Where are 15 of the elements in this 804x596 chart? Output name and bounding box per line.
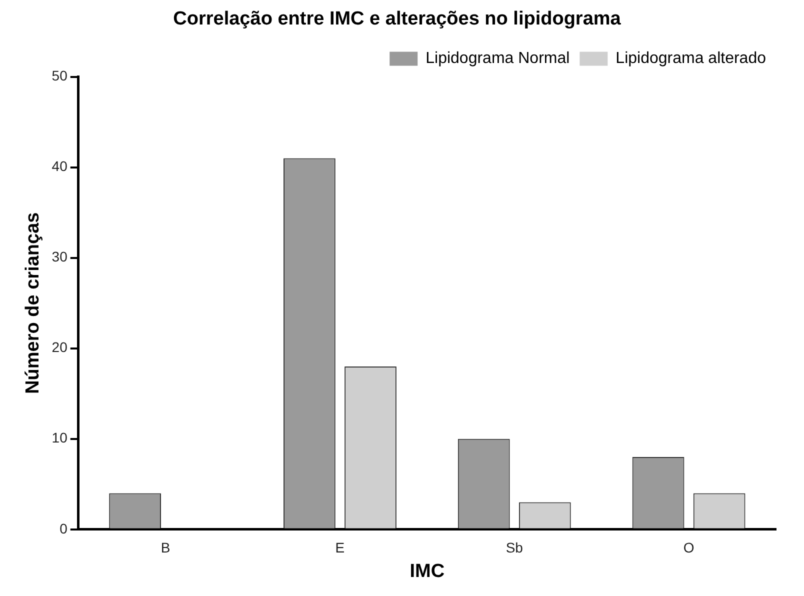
y-tick-label: 0	[60, 520, 68, 536]
x-tick-label: B	[160, 540, 170, 556]
chart-title: Correlação entre IMC e alterações no lipidograma	[173, 8, 622, 30]
legend-label: Lipidograma alterado	[616, 50, 766, 68]
y-tick-label: 20	[52, 339, 68, 356]
legend-label: Lipidograma Normal	[426, 50, 570, 68]
x-tick-label: Sb	[506, 540, 524, 556]
y-tick-label: 40	[52, 158, 68, 174]
y-axis-title: Número de crianças	[22, 212, 44, 394]
x-axis-title: IMC	[410, 560, 445, 582]
x-tick-label: E	[335, 540, 345, 556]
y-tick-label: 50	[52, 68, 68, 84]
y-tick-label: 30	[52, 248, 68, 265]
x-tick-label: O	[683, 540, 694, 556]
y-tick-label: 10	[52, 430, 68, 446]
